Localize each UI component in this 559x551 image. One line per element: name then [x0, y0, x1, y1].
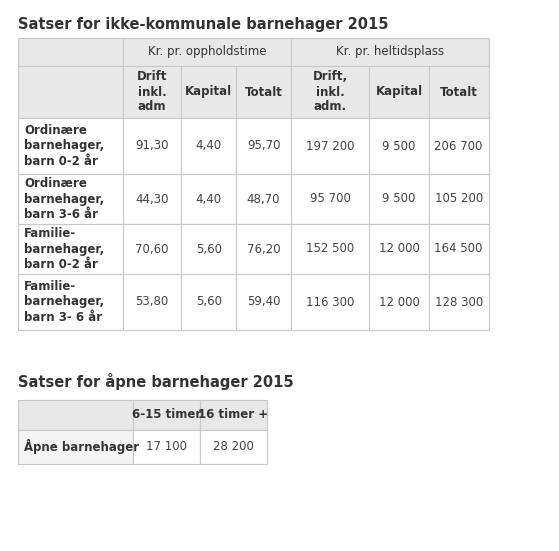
Text: 6-15 timer: 6-15 timer: [132, 408, 201, 422]
Bar: [291, 224, 369, 274]
Text: 59,40: 59,40: [247, 295, 280, 309]
Bar: [236, 118, 291, 174]
Text: 152 500: 152 500: [306, 242, 354, 256]
Bar: [236, 66, 291, 118]
Text: 48,70: 48,70: [247, 192, 280, 206]
Bar: [429, 224, 489, 274]
Bar: [236, 38, 291, 66]
Bar: [122, 38, 291, 66]
Bar: [133, 430, 200, 464]
Text: 53,80: 53,80: [135, 295, 168, 309]
Text: 17 100: 17 100: [146, 440, 187, 453]
Bar: [369, 66, 429, 118]
Bar: [200, 400, 267, 430]
Text: 105 200: 105 200: [434, 192, 483, 206]
Text: 128 300: 128 300: [434, 295, 483, 309]
Text: Familie-
barnehager,
barn 3- 6 år: Familie- barnehager, barn 3- 6 år: [24, 280, 104, 324]
Text: Satser for ikke-kommunale barnehager 2015: Satser for ikke-kommunale barnehager 201…: [18, 17, 389, 31]
Text: Drift,
inkl.
adm.: Drift, inkl. adm.: [312, 71, 348, 114]
Bar: [291, 118, 369, 174]
Text: Ordinære
barnehager,
barn 0-2 år: Ordinære barnehager, barn 0-2 år: [24, 124, 104, 168]
Bar: [122, 174, 181, 224]
Bar: [369, 224, 429, 274]
Text: Kr. pr. oppholdstime: Kr. pr. oppholdstime: [148, 46, 266, 58]
Bar: [291, 274, 369, 330]
Bar: [18, 430, 133, 464]
Text: Åpne barnehager: Åpne barnehager: [24, 440, 139, 455]
Text: 164 500: 164 500: [434, 242, 483, 256]
Text: 44,30: 44,30: [135, 192, 169, 206]
Text: 197 200: 197 200: [306, 139, 354, 153]
Bar: [291, 66, 369, 118]
Bar: [369, 38, 429, 66]
Bar: [236, 224, 291, 274]
Text: 9 500: 9 500: [382, 139, 416, 153]
Text: 76,20: 76,20: [247, 242, 281, 256]
Text: 5,60: 5,60: [196, 295, 221, 309]
Bar: [122, 38, 181, 66]
Text: 95,70: 95,70: [247, 139, 280, 153]
Text: 91,30: 91,30: [135, 139, 169, 153]
Bar: [18, 38, 122, 66]
Bar: [18, 224, 122, 274]
Text: Drift
inkl.
adm: Drift inkl. adm: [136, 71, 167, 114]
Bar: [181, 274, 236, 330]
Text: Ordinære
barnehager,
barn 3-6 år: Ordinære barnehager, barn 3-6 år: [24, 177, 104, 221]
Bar: [18, 400, 133, 430]
Text: 12 000: 12 000: [378, 295, 419, 309]
Bar: [369, 174, 429, 224]
Bar: [181, 224, 236, 274]
Bar: [200, 430, 267, 464]
Bar: [122, 224, 181, 274]
Bar: [291, 38, 369, 66]
Text: 12 000: 12 000: [378, 242, 419, 256]
Text: Totalt: Totalt: [245, 85, 282, 99]
Text: 5,60: 5,60: [196, 242, 221, 256]
Bar: [18, 118, 122, 174]
Bar: [429, 66, 489, 118]
Bar: [181, 174, 236, 224]
Text: 9 500: 9 500: [382, 192, 416, 206]
Text: 95 700: 95 700: [310, 192, 350, 206]
Bar: [429, 38, 489, 66]
Bar: [429, 274, 489, 330]
Text: 4,40: 4,40: [196, 139, 222, 153]
Text: Kapital: Kapital: [376, 85, 423, 99]
Text: 4,40: 4,40: [196, 192, 222, 206]
Bar: [122, 66, 181, 118]
Text: 70,60: 70,60: [135, 242, 169, 256]
Text: 16 timer +: 16 timer +: [198, 408, 268, 422]
Bar: [181, 38, 236, 66]
Bar: [369, 118, 429, 174]
Bar: [291, 174, 369, 224]
Bar: [18, 66, 122, 118]
Bar: [18, 274, 122, 330]
Text: Totalt: Totalt: [440, 85, 477, 99]
Text: Familie-
barnehager,
barn 0-2 år: Familie- barnehager, barn 0-2 år: [24, 227, 104, 271]
Bar: [236, 174, 291, 224]
Bar: [429, 174, 489, 224]
Bar: [122, 118, 181, 174]
Text: Kr. pr. heltidsplass: Kr. pr. heltidsplass: [336, 46, 444, 58]
Bar: [291, 38, 489, 66]
Bar: [181, 118, 236, 174]
Text: Satser for åpne barnehager 2015: Satser for åpne barnehager 2015: [18, 374, 293, 391]
Bar: [181, 66, 236, 118]
Text: Kapital: Kapital: [185, 85, 232, 99]
Text: 116 300: 116 300: [306, 295, 354, 309]
Text: 206 700: 206 700: [434, 139, 483, 153]
Bar: [18, 174, 122, 224]
Bar: [369, 274, 429, 330]
Bar: [133, 400, 200, 430]
Bar: [236, 274, 291, 330]
Text: 28 200: 28 200: [213, 440, 254, 453]
Bar: [429, 118, 489, 174]
Bar: [122, 274, 181, 330]
